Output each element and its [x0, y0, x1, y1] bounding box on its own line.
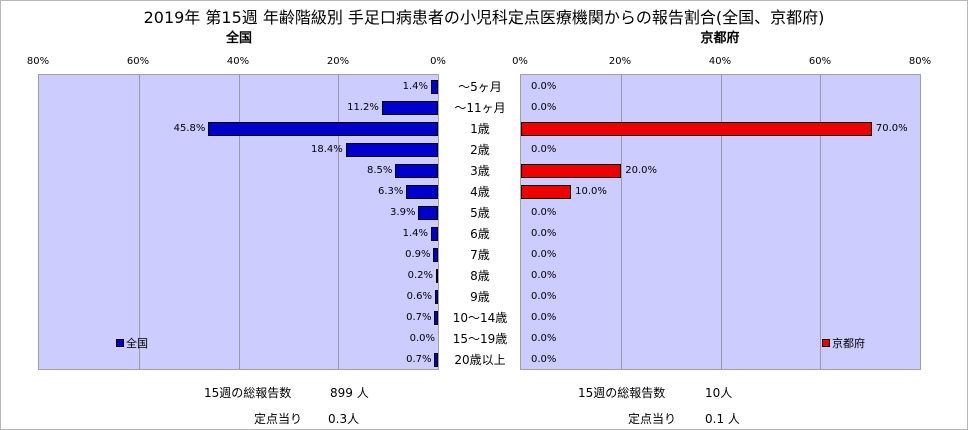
- right-total-label: 15週の総報告数: [578, 386, 666, 400]
- right-tick-label: 0%: [512, 56, 528, 67]
- category-label: 2歳: [470, 143, 490, 157]
- category-label: ～5ヶ月: [458, 80, 502, 94]
- left-value-label: 8.5%: [367, 165, 393, 176]
- right-gridline: [820, 75, 822, 369]
- right-per-label: 定点当り: [628, 412, 677, 426]
- left-value-label: 0.7%: [406, 312, 432, 323]
- right-value-label: 0.0%: [531, 81, 557, 92]
- left-per-label: 定点当り: [254, 412, 303, 426]
- left-value-label: 1.4%: [402, 228, 428, 239]
- left-bar: [345, 143, 438, 157]
- left-tick-label: 40%: [226, 56, 250, 67]
- right-gridline: [620, 75, 622, 369]
- left-bar: [434, 290, 438, 304]
- right-value-label: 0.0%: [531, 207, 557, 218]
- right-panel-title: 京都府: [700, 31, 740, 46]
- right-legend: 京都府: [822, 335, 865, 351]
- left-bar: [430, 80, 438, 94]
- left-value-label: 1.4%: [402, 81, 428, 92]
- right-value-label: 0.0%: [531, 354, 557, 365]
- left-value-label: 0.0%: [409, 333, 435, 344]
- left-bar: [406, 185, 438, 199]
- right-total-value: 10人: [705, 386, 733, 400]
- category-label: 5歳: [470, 206, 490, 220]
- right-value-label: 0.0%: [531, 333, 557, 344]
- left-legend-swatch: [116, 339, 124, 347]
- right-bar: [521, 164, 622, 178]
- left-bar: [430, 227, 438, 241]
- left-tick-label: 0%: [430, 56, 446, 67]
- chart-title: 2019年 第15週 年齢階級別 手足口病患者の小児科定点医療機関からの報告割合…: [143, 8, 825, 27]
- left-value-label: 0.9%: [405, 249, 431, 260]
- right-value-label: 0.0%: [531, 144, 557, 155]
- left-bar: [434, 353, 438, 367]
- category-label: 4歳: [470, 185, 490, 199]
- left-legend: 全国: [116, 335, 148, 351]
- right-value-label: 0.0%: [531, 291, 557, 302]
- left-value-label: 18.4%: [311, 144, 343, 155]
- right-value-label: 20.0%: [625, 165, 658, 176]
- left-bar: [381, 101, 438, 115]
- left-total-label: 15週の総報告数: [204, 386, 292, 400]
- right-value-label: 0.0%: [531, 249, 557, 260]
- left-bar: [208, 122, 438, 136]
- right-per-value: 0.1 人: [705, 412, 740, 426]
- right-plot-area: [520, 74, 921, 370]
- right-tick-label: 20%: [608, 56, 632, 67]
- left-value-label: 45.8%: [173, 123, 206, 134]
- left-gridline: [238, 75, 240, 369]
- category-label: 20歳以上: [454, 353, 506, 367]
- right-value-label: 0.0%: [531, 102, 557, 113]
- category-label: ～11ヶ月: [454, 101, 506, 115]
- category-label: 8歳: [470, 269, 490, 283]
- left-tick-label: 80%: [26, 56, 50, 67]
- right-tick-label: 60%: [808, 56, 832, 67]
- right-bar: [521, 122, 872, 136]
- right-value-label: 10.0%: [575, 186, 607, 197]
- left-tick-label: 20%: [326, 56, 350, 67]
- category-label: 10～14歳: [452, 311, 508, 325]
- right-bar: [521, 185, 572, 199]
- left-per-value: 0.3人: [328, 412, 360, 426]
- left-legend-label: 全国: [126, 337, 148, 350]
- category-label: 1歳: [470, 122, 490, 136]
- left-bar: [418, 206, 438, 220]
- right-tick-label: 80%: [908, 56, 932, 67]
- right-tick-label: 40%: [708, 56, 732, 67]
- left-value-label: 0.6%: [406, 291, 432, 302]
- left-panel-title: 全国: [225, 31, 252, 46]
- right-legend-swatch: [822, 339, 830, 347]
- left-bar: [433, 248, 438, 262]
- left-gridline: [138, 75, 140, 369]
- category-label: 6歳: [470, 227, 490, 241]
- right-gridline: [720, 75, 722, 369]
- left-value-label: 11.2%: [347, 102, 379, 113]
- right-legend-label: 京都府: [832, 337, 865, 350]
- left-bar: [395, 164, 438, 178]
- right-value-label: 0.0%: [531, 228, 557, 239]
- left-value-label: 6.3%: [378, 186, 404, 197]
- left-value-label: 0.2%: [407, 270, 433, 281]
- category-label: 3歳: [470, 164, 490, 178]
- right-value-label: 0.0%: [531, 270, 557, 281]
- right-value-label: 70.0%: [875, 123, 908, 134]
- left-bar: [436, 269, 438, 283]
- left-gridline: [338, 75, 340, 369]
- right-value-label: 0.0%: [531, 312, 557, 323]
- left-value-label: 3.9%: [390, 207, 416, 218]
- left-tick-label: 60%: [126, 56, 150, 67]
- left-plot-area: [38, 74, 439, 370]
- left-bar: [434, 311, 438, 325]
- category-label: 15～19歳: [452, 332, 508, 346]
- category-label: 9歳: [470, 290, 490, 304]
- left-total-value: 899 人: [330, 386, 369, 400]
- category-label: 7歳: [470, 248, 490, 262]
- left-value-label: 0.7%: [406, 354, 432, 365]
